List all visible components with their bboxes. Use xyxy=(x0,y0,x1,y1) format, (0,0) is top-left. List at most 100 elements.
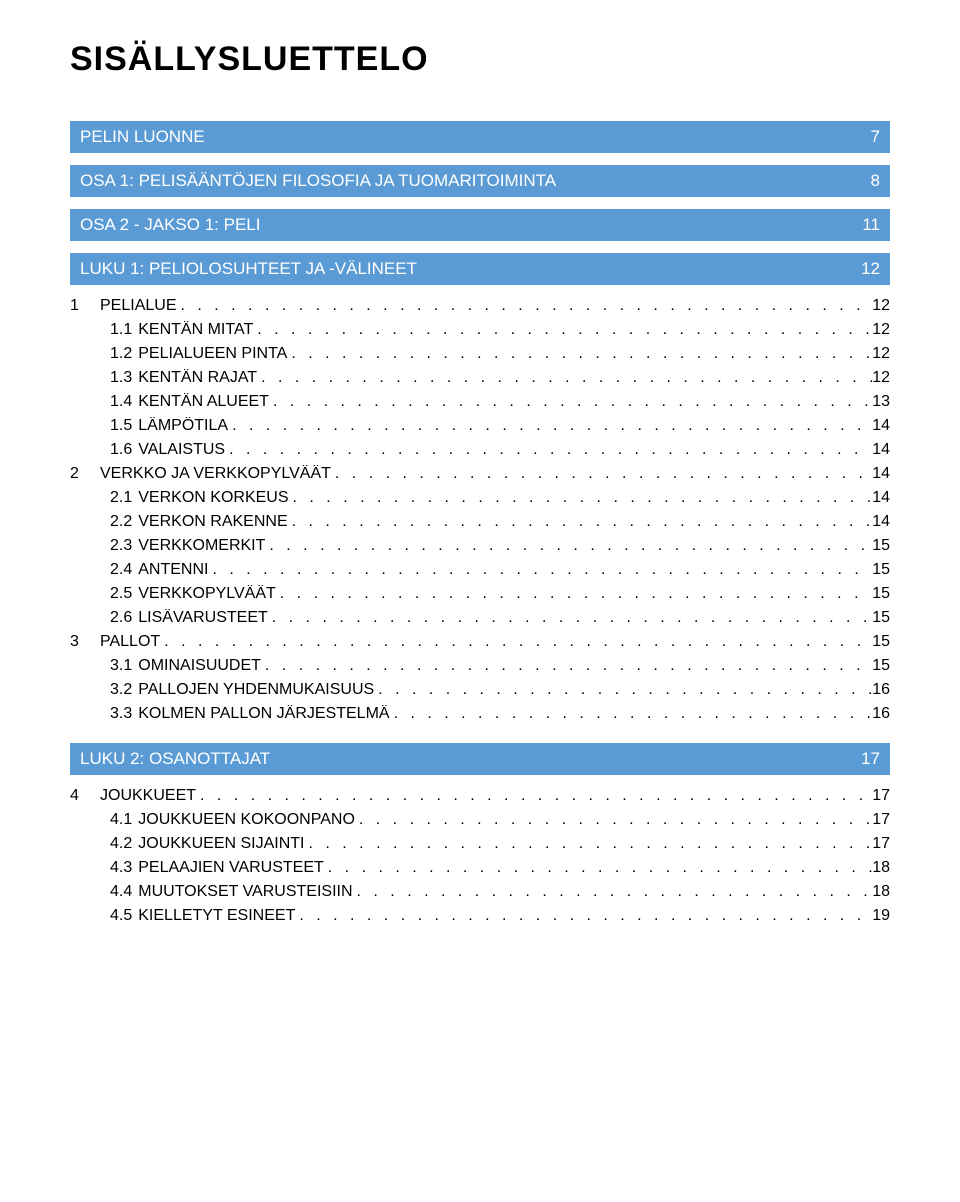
toc-label: VERKKOMERKIT xyxy=(138,537,265,555)
toc-label: LÄMPÖTILA xyxy=(138,417,228,435)
toc-row: 4.2JOUKKUEEN SIJAINTI17 xyxy=(70,835,890,853)
toc-page: 14 xyxy=(872,465,890,483)
toc-row: 2VERKKO JA VERKKOPYLVÄÄT14 xyxy=(70,465,890,483)
section-page: 17 xyxy=(861,749,880,769)
toc-label: VERKKOPYLVÄÄT xyxy=(138,585,276,603)
toc-num: 3 xyxy=(70,633,100,651)
toc-row: 4JOUKKUEET17 xyxy=(70,787,890,805)
toc-dots xyxy=(261,657,872,675)
toc-page: 13 xyxy=(872,393,890,411)
toc-page: 15 xyxy=(872,585,890,603)
toc-page: 15 xyxy=(872,537,890,555)
section-osa1: OSA 1: PELISÄÄNTÖJEN FILOSOFIA JA TUOMAR… xyxy=(70,165,890,197)
toc-row: 2.1VERKON KORKEUS14 xyxy=(70,489,890,507)
toc-num: 3.2 xyxy=(70,681,138,699)
toc-dots xyxy=(228,417,872,435)
toc-num: 1.3 xyxy=(70,369,138,387)
toc-dots xyxy=(289,489,873,507)
toc-label: PALLOJEN YHDENMUKAISUUS xyxy=(138,681,374,699)
section-pelin-luonne: PELIN LUONNE 7 xyxy=(70,121,890,153)
toc-page: 16 xyxy=(872,681,890,699)
toc-num: 4.1 xyxy=(70,811,138,829)
toc-block-1: 1PELIALUE121.1KENTÄN MITAT121.2PELIALUEE… xyxy=(70,297,890,723)
toc-page: 12 xyxy=(872,297,890,315)
toc-row: 2.4ANTENNI15 xyxy=(70,561,890,579)
toc-dots xyxy=(305,835,873,853)
toc-dots xyxy=(160,633,872,651)
toc-row: 2.6LISÄVARUSTEET15 xyxy=(70,609,890,627)
toc-dots xyxy=(355,811,872,829)
toc-page: 15 xyxy=(872,633,890,651)
toc-label: PELIALUEEN PINTA xyxy=(138,345,287,363)
toc-num: 2.5 xyxy=(70,585,138,603)
toc-page: 14 xyxy=(872,441,890,459)
toc-page: 16 xyxy=(872,705,890,723)
section-label: OSA 2 - JAKSO 1: PELI xyxy=(80,215,260,235)
toc-dots xyxy=(353,883,873,901)
toc-dots xyxy=(287,345,872,363)
toc-label: JOUKKUEEN KOKOONPANO xyxy=(138,811,355,829)
toc-label: KENTÄN MITAT xyxy=(138,321,253,339)
section-label: LUKU 2: OSANOTTAJAT xyxy=(80,749,270,769)
toc-num: 1.5 xyxy=(70,417,138,435)
toc-dots xyxy=(331,465,872,483)
toc-row: 3.1OMINAISUUDET15 xyxy=(70,657,890,675)
toc-row: 3.2PALLOJEN YHDENMUKAISUUS 16 xyxy=(70,681,890,699)
toc-block-2: 4JOUKKUEET17 4.1JOUKKUEEN KOKOONPANO 17 4.2… xyxy=(70,787,890,925)
toc-num: 4.4 xyxy=(70,883,138,901)
toc-row: 1.5LÄMPÖTILA 14 xyxy=(70,417,890,435)
toc-dots xyxy=(257,369,872,387)
toc-label: PELAAJIEN VARUSTEET xyxy=(138,859,324,877)
toc-num: 1.4 xyxy=(70,393,138,411)
toc-page: 14 xyxy=(872,417,890,435)
toc-dots xyxy=(374,681,872,699)
toc-num: 4.3 xyxy=(70,859,138,877)
toc-page: 17 xyxy=(872,811,890,829)
page-title: SISÄLLYSLUETTELO xyxy=(70,40,890,79)
toc-dots xyxy=(196,787,872,805)
toc-row: 1.2PELIALUEEN PINTA12 xyxy=(70,345,890,363)
toc-row: 3PALLOT15 xyxy=(70,633,890,651)
toc-row: 2.2VERKON RAKENNE14 xyxy=(70,513,890,531)
toc-dots xyxy=(295,907,872,925)
toc-page: 19 xyxy=(872,907,890,925)
toc-num: 2.4 xyxy=(70,561,138,579)
toc-row: 4.4MUUTOKSET VARUSTEISIIN 18 xyxy=(70,883,890,901)
toc-num: 2 xyxy=(70,465,100,483)
toc-label: KENTÄN RAJAT xyxy=(138,369,257,387)
toc-label: MUUTOKSET VARUSTEISIIN xyxy=(138,883,352,901)
toc-num: 1.6 xyxy=(70,441,138,459)
toc-page: 15 xyxy=(872,657,890,675)
section-label: PELIN LUONNE xyxy=(80,127,205,147)
toc-dots xyxy=(288,513,873,531)
toc-page: 12 xyxy=(872,321,890,339)
toc-num: 1 xyxy=(70,297,100,315)
toc-row: 4.1JOUKKUEEN KOKOONPANO 17 xyxy=(70,811,890,829)
toc-label: KOLMEN PALLON JÄRJESTELMÄ xyxy=(138,705,389,723)
section-page: 12 xyxy=(861,259,880,279)
toc-row: 1.6VALAISTUS 14 xyxy=(70,441,890,459)
toc-row: 1.3KENTÄN RAJAT12 xyxy=(70,369,890,387)
toc-num: 2.2 xyxy=(70,513,138,531)
toc-label: KENTÄN ALUEET xyxy=(138,393,269,411)
toc-page: 17 xyxy=(872,787,890,805)
toc-label: LISÄVARUSTEET xyxy=(138,609,268,627)
toc-page: 15 xyxy=(872,561,890,579)
toc-row: 4.5KIELLETYT ESINEET19 xyxy=(70,907,890,925)
section-label: LUKU 1: PELIOLOSUHTEET JA -VÄLINEET xyxy=(80,259,417,279)
section-label: OSA 1: PELISÄÄNTÖJEN FILOSOFIA JA TUOMAR… xyxy=(80,171,556,191)
section-page: 7 xyxy=(871,127,880,147)
toc-num: 2.1 xyxy=(70,489,138,507)
toc-label: VALAISTUS xyxy=(138,441,225,459)
section-page: 11 xyxy=(862,215,880,235)
toc-num: 4 xyxy=(70,787,100,805)
section-luku2: LUKU 2: OSANOTTAJAT 17 xyxy=(70,743,890,775)
toc-label: PELIALUE xyxy=(100,297,176,315)
toc-dots xyxy=(269,393,872,411)
toc-dots xyxy=(268,609,872,627)
section-page: 8 xyxy=(871,171,880,191)
toc-label: OMINAISUUDET xyxy=(138,657,261,675)
toc-page: 18 xyxy=(872,859,890,877)
toc-row: 1PELIALUE 12 xyxy=(70,297,890,315)
toc-page: 18 xyxy=(872,883,890,901)
